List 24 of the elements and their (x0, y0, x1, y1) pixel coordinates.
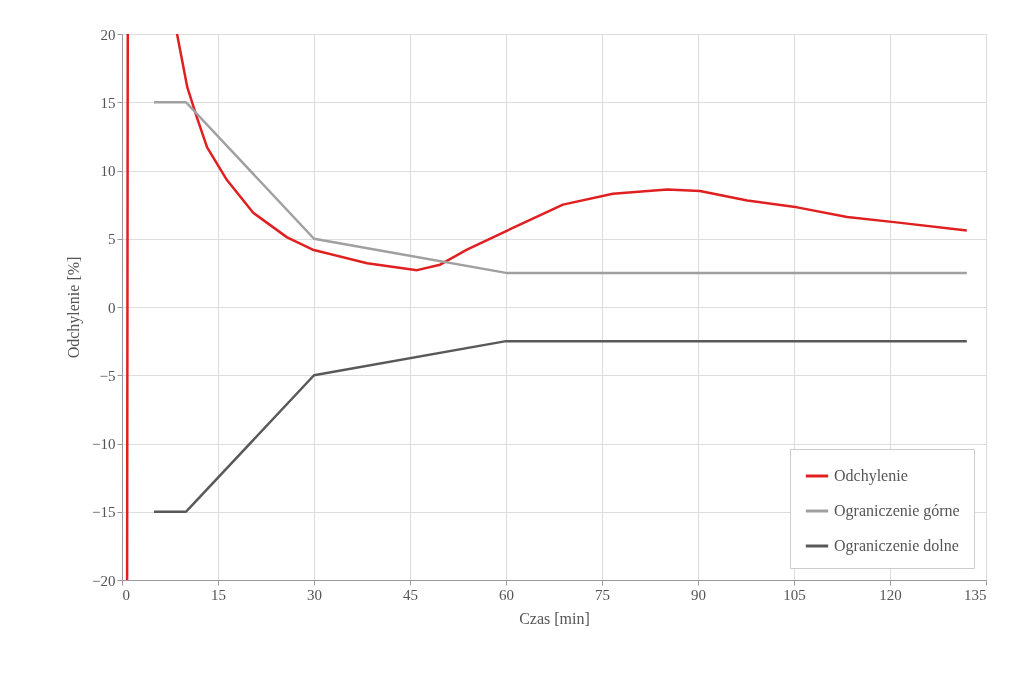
y-tick-label: 5 (108, 231, 116, 248)
y-tick-label: −20 (92, 572, 116, 589)
y-tick-label: 0 (108, 299, 116, 316)
legend-label: Ograniczenie górne (834, 502, 960, 520)
y-tick-label: 20 (100, 26, 116, 43)
x-tick-label: 120 (879, 586, 902, 603)
x-tick-label: 45 (403, 586, 418, 603)
y-axis-title: Odchylenie [%] (65, 256, 84, 359)
legend-label: Odchylenie (834, 467, 908, 485)
y-tick-label: −15 (92, 504, 116, 521)
y-tick-label: −5 (99, 367, 116, 384)
x-axis-title: Czas [min] (519, 609, 590, 627)
x-tick-label: 90 (691, 586, 706, 603)
legend-label: Ograniczenie dolne (834, 537, 959, 555)
y-tick-label: −10 (92, 436, 116, 452)
x-tick-label: 105 (783, 586, 806, 603)
x-tick-label: 0 (122, 586, 130, 603)
x-tick-label: 60 (499, 586, 514, 603)
x-tick-label: 75 (595, 586, 610, 603)
x-tick-label: 15 (211, 586, 226, 603)
x-tick-label: 135 (964, 586, 987, 603)
x-tick-label: 30 (307, 586, 322, 603)
y-tick-label: 15 (100, 94, 116, 111)
y-tick-label: 10 (100, 163, 116, 179)
